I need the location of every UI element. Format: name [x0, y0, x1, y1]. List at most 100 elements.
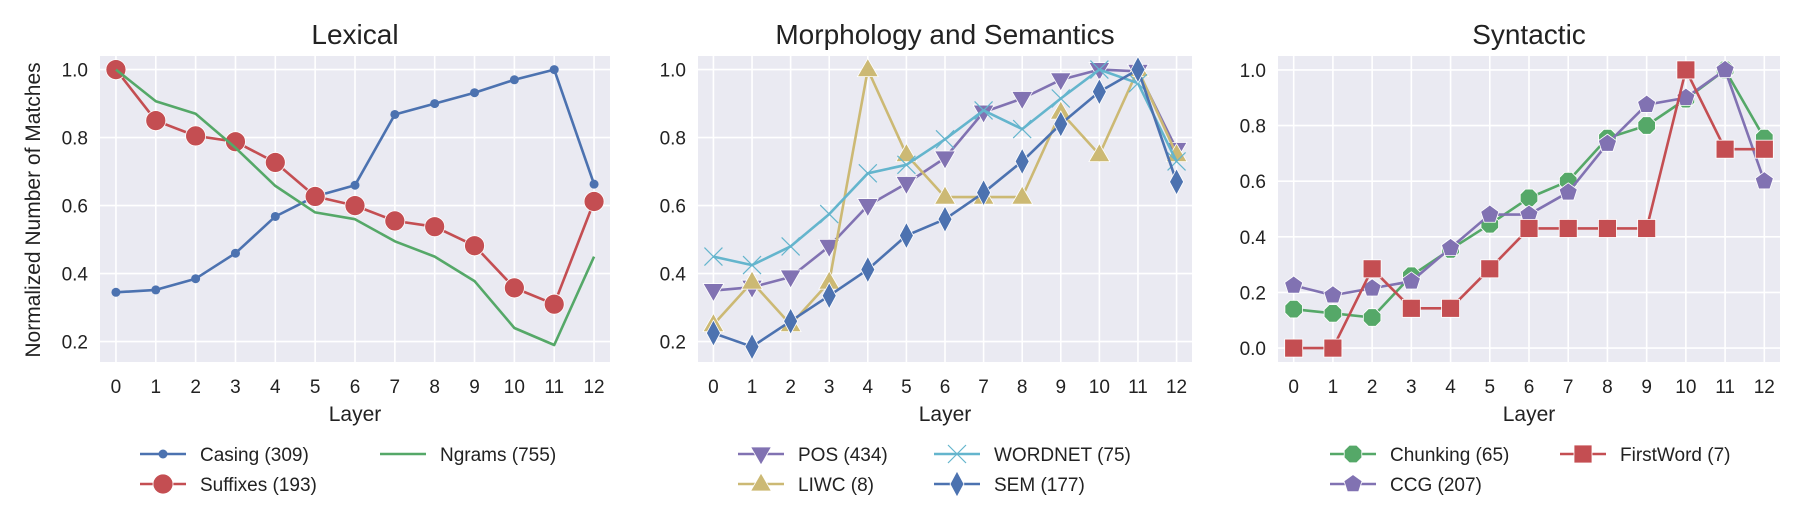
- x-tick-label: 2: [785, 377, 796, 398]
- data-point: [264, 152, 286, 173]
- x-tick-label: 0: [1288, 377, 1299, 398]
- legend-label: Chunking (65): [1390, 445, 1509, 466]
- data-point: [430, 99, 440, 109]
- data-point: [304, 186, 326, 207]
- data-point: [390, 109, 400, 119]
- y-axis-label: Normalized Number of Matches: [22, 62, 45, 357]
- legend-label: POS (434): [798, 445, 888, 466]
- data-point: [1401, 298, 1421, 318]
- data-point: [225, 131, 246, 153]
- legend-label: SEM (177): [994, 475, 1085, 496]
- x-tick-label: 4: [270, 377, 281, 398]
- chart-panel-3: 0.00.20.40.60.81.00 1 2 3 4 5 6 7 8 9 10 11 12Syntac…: [1240, 19, 1780, 496]
- x-tick-label: 12: [583, 377, 604, 398]
- x-tick-label: 9: [469, 377, 480, 398]
- x-tick-label: 7: [390, 377, 401, 398]
- data-point: [1014, 147, 1030, 176]
- data-point: [1480, 204, 1500, 223]
- data-point: [1480, 259, 1500, 279]
- data-point: [503, 277, 525, 299]
- data-point: [1284, 299, 1303, 319]
- data-point: [895, 142, 918, 163]
- legend-marker: [152, 473, 174, 495]
- legend-label: LIWC (8): [798, 475, 874, 496]
- y-tick-label: 0.4: [1240, 228, 1267, 249]
- data-point: [856, 198, 879, 218]
- data-point: [270, 211, 280, 221]
- x-tick-label: 12: [1166, 377, 1187, 398]
- data-point: [1284, 275, 1304, 294]
- data-point: [1049, 72, 1072, 92]
- x-tick-label: 12: [1754, 377, 1775, 398]
- x-axis-label: Layer: [919, 403, 972, 426]
- x-tick-label: 10: [1675, 377, 1696, 398]
- legend-marker: [1343, 474, 1363, 493]
- data-point: [1091, 77, 1107, 106]
- chart-title: Morphology and Semantics: [775, 19, 1114, 50]
- chart-title: Syntactic: [1472, 19, 1586, 50]
- data-point: [974, 100, 994, 120]
- data-point: [821, 281, 837, 310]
- x-tick-label: 4: [863, 377, 874, 398]
- data-point: [898, 221, 914, 250]
- data-point: [230, 248, 240, 258]
- x-tick-label: 7: [978, 377, 989, 398]
- data-point: [933, 150, 957, 170]
- data-point: [145, 110, 167, 131]
- x-tick-label: 0: [708, 377, 719, 398]
- data-point: [470, 88, 480, 98]
- series-3: [115, 68, 596, 347]
- x-axis-label: Layer: [329, 403, 382, 426]
- data-point: [464, 235, 485, 257]
- series-2: [105, 59, 605, 315]
- data-point: [976, 178, 992, 207]
- x-tick-label: 6: [350, 377, 361, 398]
- data-point: [191, 274, 201, 284]
- data-point: [1598, 219, 1617, 238]
- y-tick-label: 0.2: [62, 333, 88, 354]
- chart-title: Lexical: [311, 19, 398, 50]
- data-point: [1012, 119, 1032, 139]
- x-tick-label: 9: [1641, 377, 1652, 398]
- x-tick-label: 8: [1602, 377, 1613, 398]
- x-tick-label: 1: [1328, 377, 1339, 398]
- series-4: [705, 55, 1185, 361]
- data-point: [1169, 167, 1185, 196]
- x-tick-label: 3: [824, 377, 835, 398]
- y-tick-label: 1.0: [62, 61, 88, 82]
- x-tick-label: 2: [1367, 377, 1378, 398]
- data-point: [1637, 94, 1657, 113]
- legend-label: Ngrams (755): [440, 445, 556, 466]
- x-tick-label: 5: [1484, 377, 1495, 398]
- legend-marker: [949, 470, 965, 498]
- data-point: [705, 319, 721, 347]
- x-tick-label: 10: [504, 377, 525, 398]
- x-tick-label: 4: [1445, 377, 1456, 398]
- y-tick-label: 0.0: [1240, 339, 1266, 360]
- data-point: [1323, 285, 1343, 304]
- data-point: [1323, 338, 1343, 358]
- x-tick-label: 6: [940, 377, 951, 398]
- data-point: [543, 293, 565, 315]
- x-tick-label: 8: [1017, 377, 1028, 398]
- data-point: [1011, 91, 1034, 111]
- y-tick-label: 0.2: [1240, 283, 1266, 304]
- data-point: [1597, 133, 1617, 152]
- data-point: [1441, 298, 1460, 318]
- x-tick-label: 5: [310, 377, 321, 398]
- x-tick-label: 11: [1715, 377, 1735, 398]
- data-point: [1441, 237, 1461, 257]
- legend-entry: POS (434): [738, 445, 888, 466]
- x-tick-label: 1: [747, 377, 758, 398]
- legend-label: CCG (207): [1390, 475, 1482, 496]
- data-point: [935, 129, 955, 149]
- data-point: [1401, 271, 1421, 290]
- chart-panel-2: 0.20.40.60.81.00 1 2 3 4 5 6 7 8 9 10 11 12Morpholog…: [660, 19, 1192, 498]
- legend-entry: Ngrams (755): [380, 445, 556, 466]
- data-point: [1637, 116, 1656, 135]
- legend-label: FirstWord (7): [1620, 445, 1730, 466]
- data-point: [583, 191, 605, 212]
- data-point: [858, 163, 878, 183]
- data-point: [895, 176, 918, 196]
- data-point: [1051, 89, 1071, 108]
